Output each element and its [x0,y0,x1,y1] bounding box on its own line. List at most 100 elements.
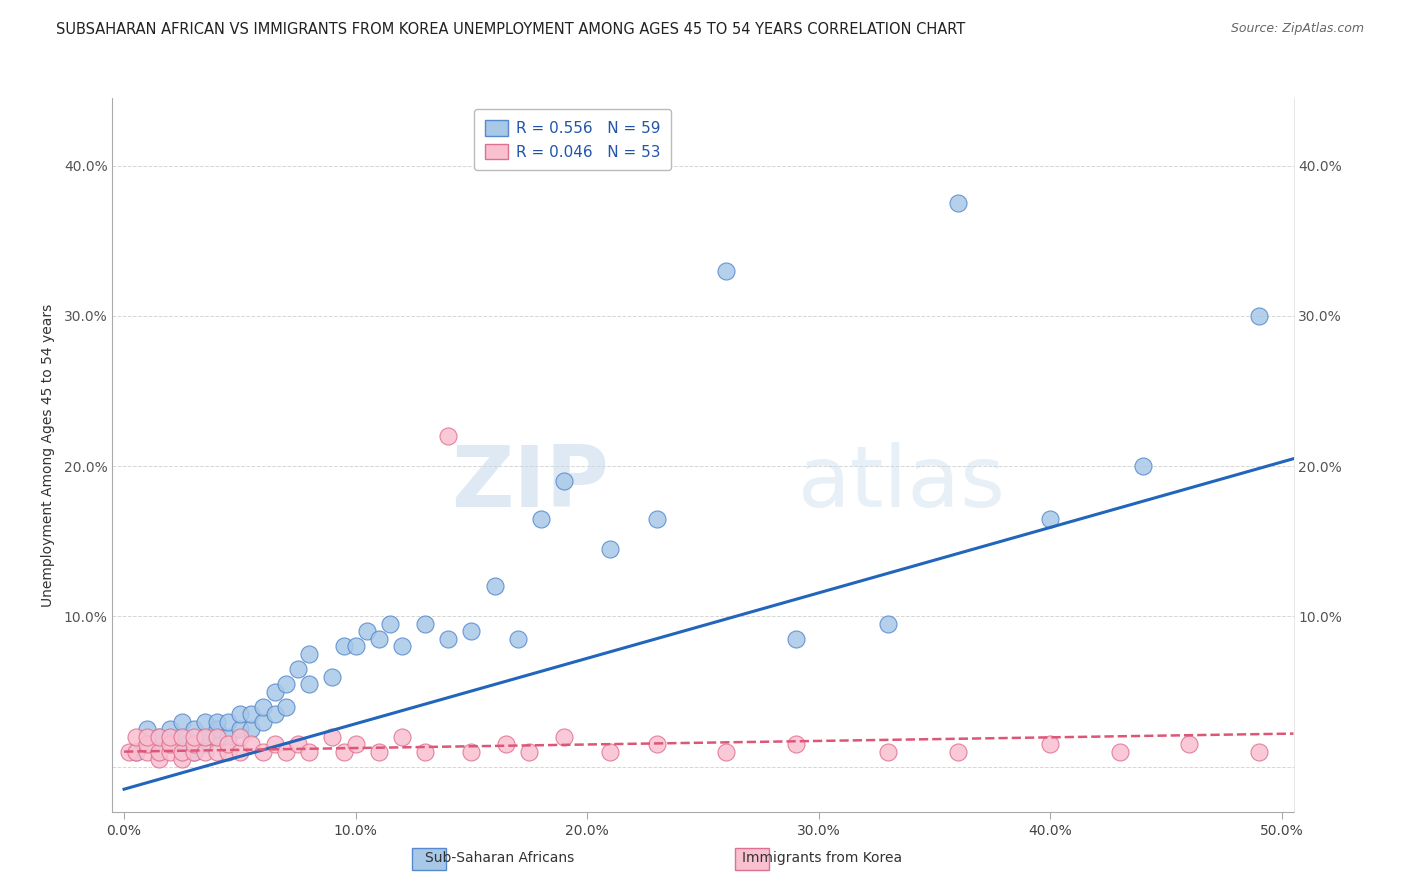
Point [530,512,553,526]
Point [194,745,217,759]
Point [148,730,170,744]
Point [333,745,356,759]
Point [124,745,146,759]
Point [217,745,239,759]
Point [136,737,159,751]
Point [229,722,252,736]
Point [321,730,343,744]
Point [183,737,205,751]
Point [183,737,205,751]
Point [276,677,298,691]
Point [217,714,239,729]
Point [217,737,239,751]
Text: atlas: atlas [797,442,1005,525]
Text: Immigrants from Korea: Immigrants from Korea [742,851,903,865]
Point [159,737,181,751]
Point [599,541,621,556]
Point [136,730,159,744]
Point [170,730,193,744]
Point [785,737,807,751]
Point [263,737,285,751]
Point [484,579,506,593]
Point [148,730,170,744]
Point [714,745,737,759]
Point [183,745,205,759]
Point [170,745,193,759]
Point [124,745,146,759]
Point [252,714,274,729]
Point [205,730,228,744]
Point [159,745,181,759]
Point [287,662,309,676]
Point [517,745,540,759]
Point [252,745,274,759]
Point [413,616,436,631]
Point [170,745,193,759]
Point [344,737,367,751]
Point [148,745,170,759]
Point [1108,745,1130,759]
Point [276,745,298,759]
Point [170,730,193,744]
Point [1247,745,1270,759]
Point [460,624,482,639]
Point [506,632,529,646]
Point [229,707,252,722]
Point [170,737,193,751]
Point [413,745,436,759]
Point [205,722,228,736]
Point [276,699,298,714]
Point [136,722,159,736]
Point [437,429,460,443]
Point [159,730,181,744]
Y-axis label: Unemployment Among Ages 45 to 54 years: Unemployment Among Ages 45 to 54 years [41,303,55,607]
Point [391,730,413,744]
Point [785,632,807,646]
Point [194,730,217,744]
Point [194,714,217,729]
Point [240,722,263,736]
Point [205,714,228,729]
Point [333,640,356,654]
Point [1132,459,1154,474]
Point [321,669,343,683]
Point [252,699,274,714]
Point [1039,512,1062,526]
Point [946,745,969,759]
Point [645,512,668,526]
Point [495,737,517,751]
Text: Sub-Saharan Africans: Sub-Saharan Africans [425,851,574,865]
Point [217,730,239,744]
Text: Source: ZipAtlas.com: Source: ZipAtlas.com [1230,22,1364,36]
Point [298,647,321,661]
Point [344,640,367,654]
Point [877,616,900,631]
Point [460,745,482,759]
Point [553,474,575,488]
Point [946,196,969,211]
Point [877,745,900,759]
Point [170,752,193,766]
Point [148,752,170,766]
Point [380,616,402,631]
Point [1247,309,1270,323]
Point [205,730,228,744]
Point [124,730,146,744]
Point [240,737,263,751]
Point [714,264,737,278]
Point [367,632,389,646]
Point [148,745,170,759]
Point [1039,737,1062,751]
Point [298,745,321,759]
Point [599,745,621,759]
Point [298,677,321,691]
Text: SUBSAHARAN AFRICAN VS IMMIGRANTS FROM KOREA UNEMPLOYMENT AMONG AGES 45 TO 54 YEA: SUBSAHARAN AFRICAN VS IMMIGRANTS FROM KO… [56,22,966,37]
Point [118,745,141,759]
Bar [735,848,769,870]
Point [205,745,228,759]
Point [183,745,205,759]
Point [170,714,193,729]
Point [263,684,285,698]
Point [240,707,263,722]
Point [287,737,309,751]
